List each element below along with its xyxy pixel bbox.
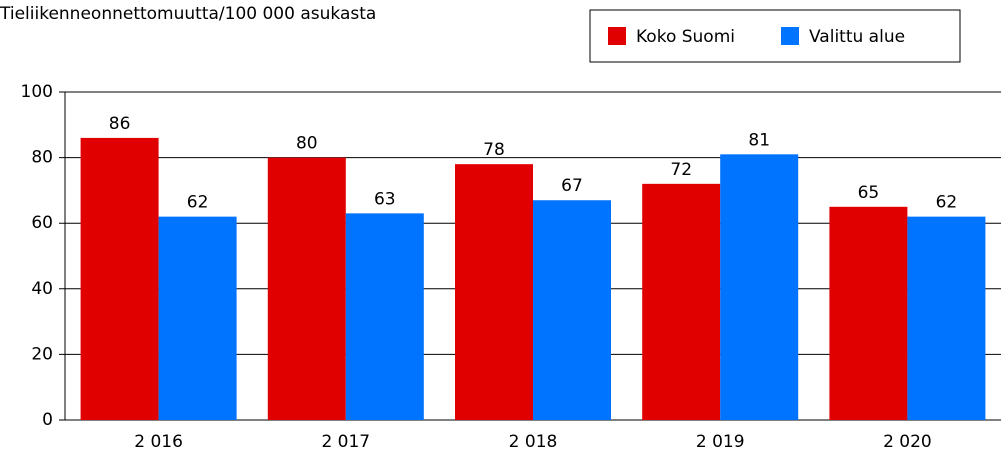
- x-tick-label: 2 020: [883, 432, 932, 452]
- y-tick-label: 60: [31, 213, 53, 233]
- chart-title: Tieliikenneonnettomuutta/100 000 asukast…: [0, 4, 376, 24]
- data-label: 65: [858, 183, 880, 203]
- data-label: 72: [670, 160, 692, 180]
- legend-box: [589, 9, 961, 63]
- data-label: 80: [296, 134, 318, 154]
- x-tick-label: 2 019: [696, 432, 745, 452]
- y-tick-label: 20: [31, 344, 53, 364]
- data-label: 67: [561, 176, 583, 196]
- legend-swatch: [608, 27, 626, 45]
- legend-label: Valittu alue: [809, 27, 905, 47]
- bar: [80, 137, 159, 421]
- bar: [345, 213, 424, 420]
- data-label: 86: [109, 114, 131, 134]
- bar: [533, 200, 611, 420]
- bar: [829, 206, 908, 420]
- y-tick-label: 100: [21, 82, 53, 102]
- x-tick-label: 2 018: [509, 432, 558, 452]
- legend-swatch: [781, 27, 799, 45]
- bar: [158, 216, 237, 420]
- data-label: 78: [483, 140, 505, 160]
- bar: [907, 216, 986, 420]
- data-label: 81: [748, 130, 770, 150]
- y-tick-label: 80: [31, 148, 53, 168]
- bar: [642, 183, 721, 420]
- legend-label: Koko Suomi: [636, 27, 735, 47]
- data-label: 63: [374, 189, 396, 209]
- bar: [267, 157, 346, 420]
- x-tick-label: 2 017: [321, 432, 370, 452]
- y-tick-label: 0: [42, 410, 53, 430]
- bar: [720, 154, 799, 420]
- bar: [455, 164, 533, 420]
- y-tick-label: 40: [31, 279, 53, 299]
- data-label: 62: [936, 193, 958, 213]
- data-label: 62: [187, 193, 209, 213]
- x-tick-label: 2 016: [134, 432, 183, 452]
